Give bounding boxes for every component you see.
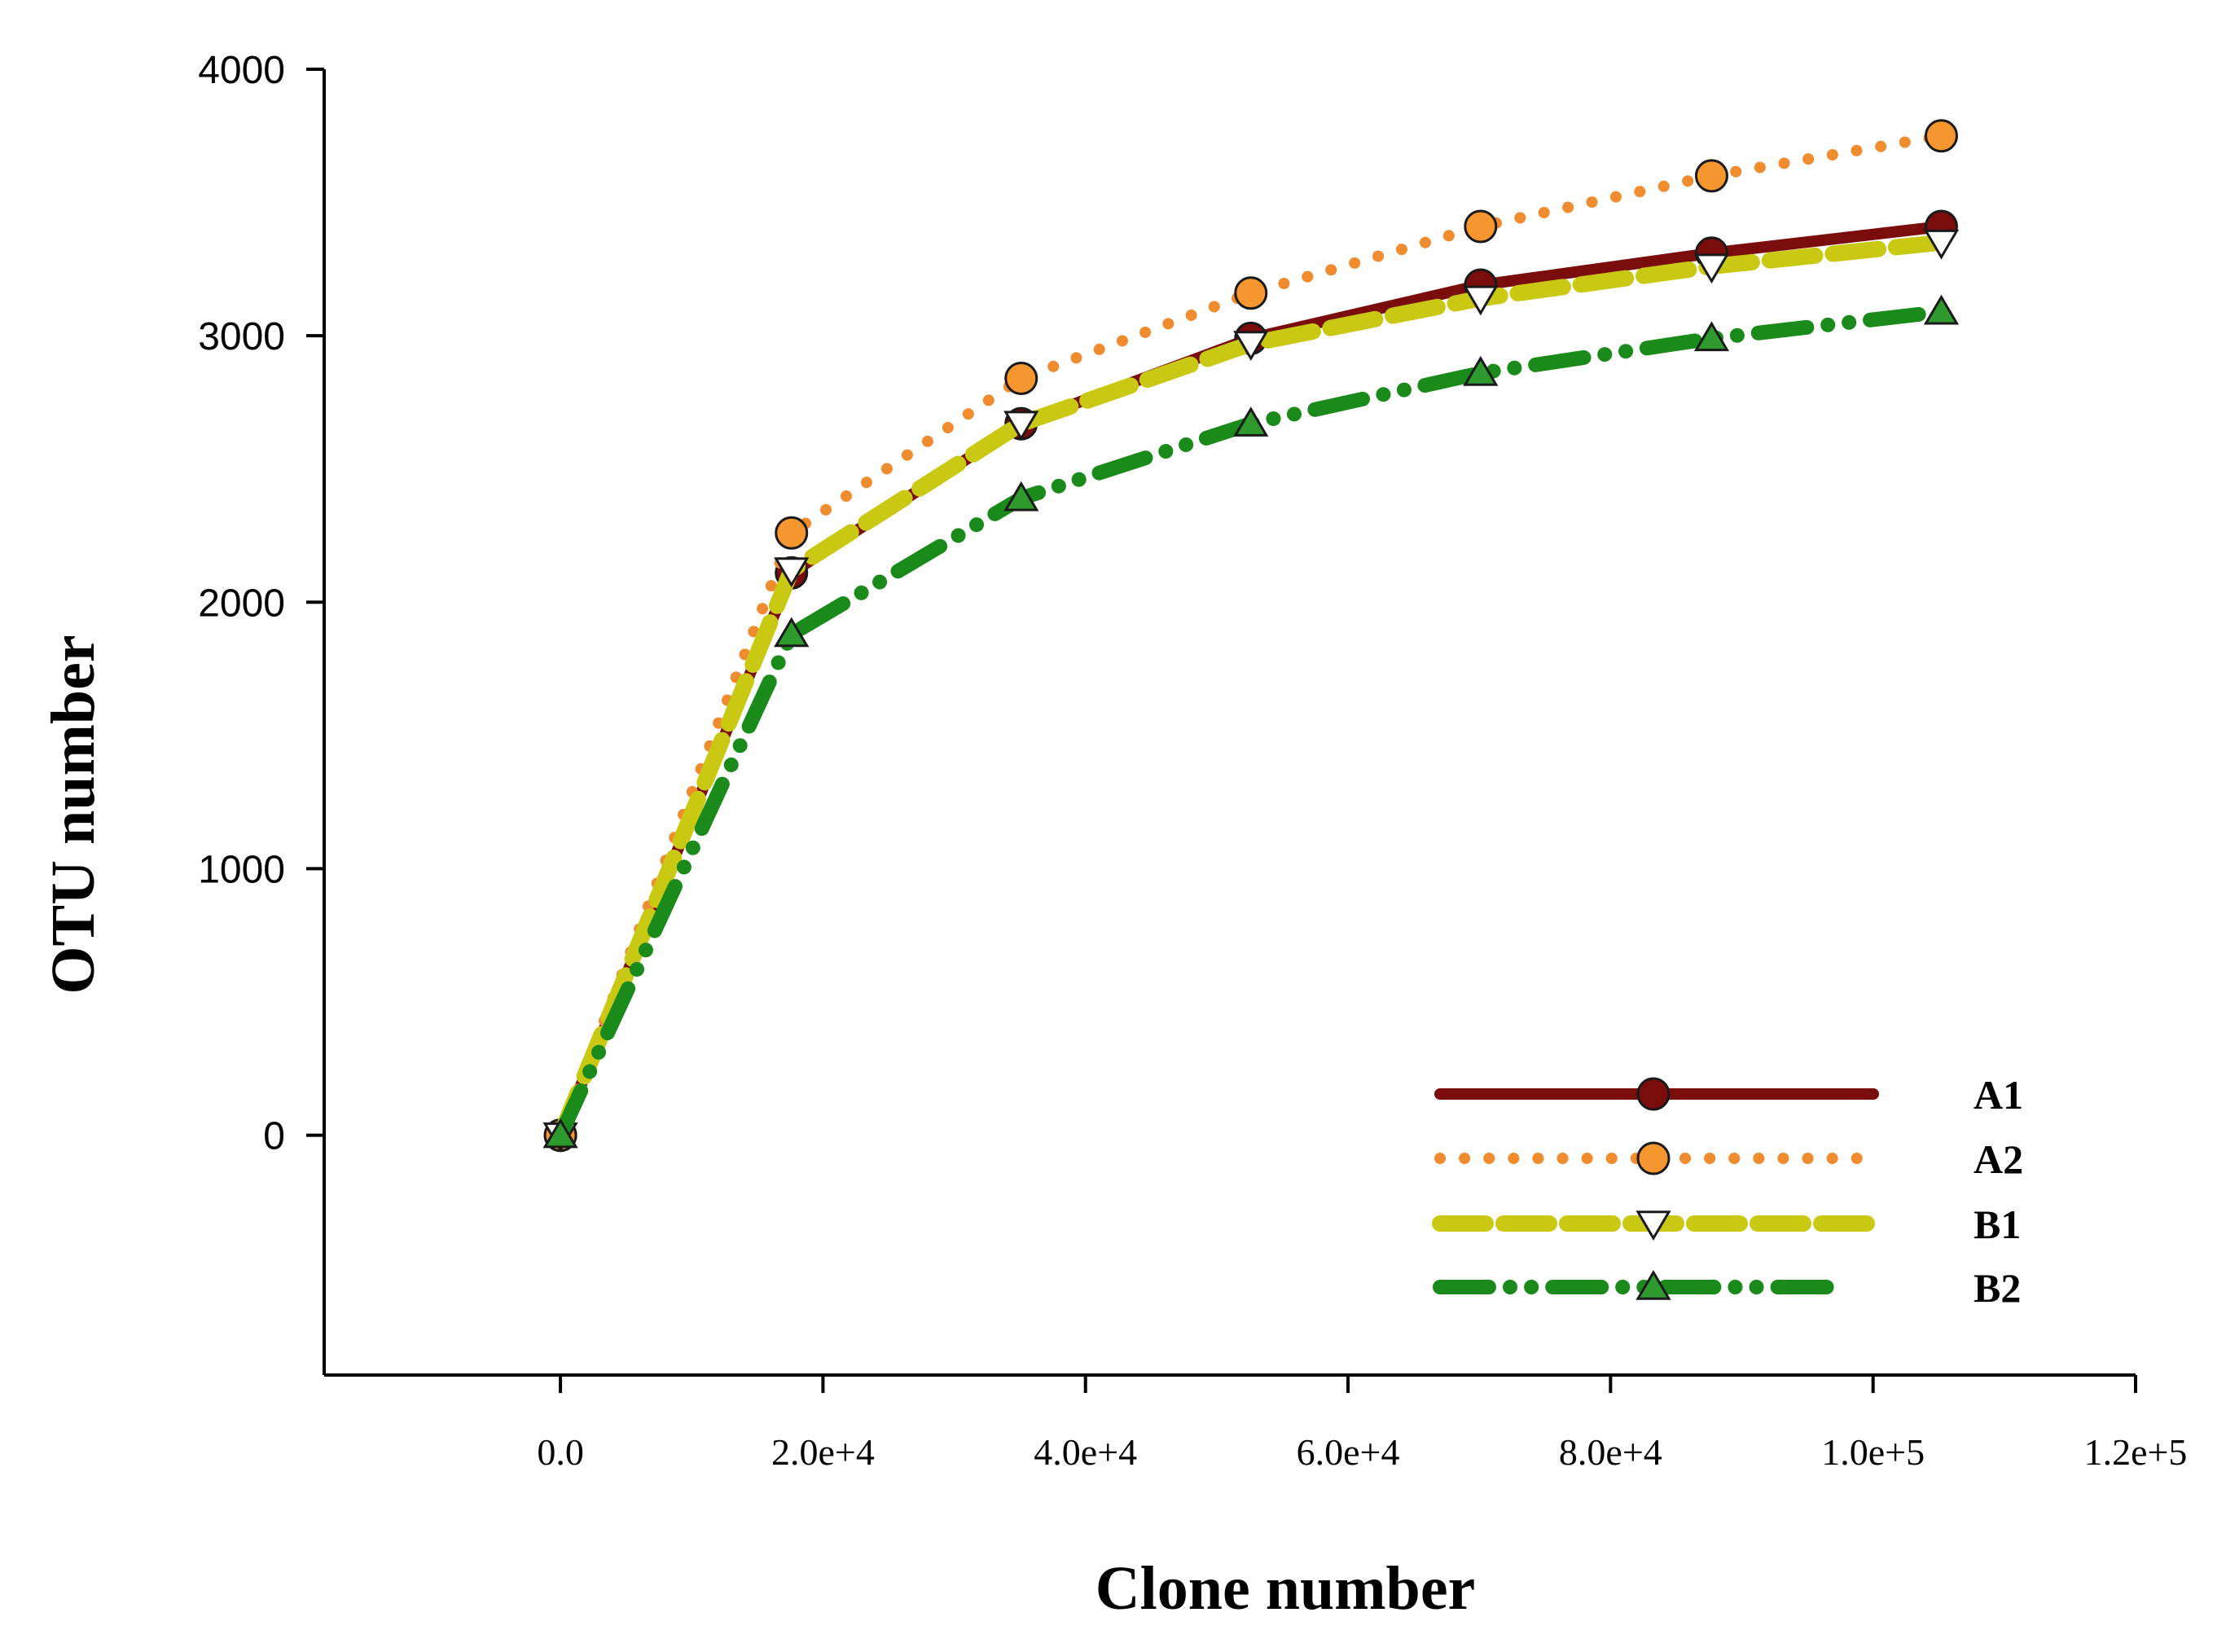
axes: 0 1000 2000 3000 4000 0.0 2.0e+4 4.0e+4 6.0e+4 8.…: [198, 49, 2187, 1473]
legend-item-b1: B1: [1432, 1202, 2021, 1247]
data-point-b1: [1923, 229, 1960, 260]
legend-item-a1: A1: [1434, 1072, 2023, 1118]
series-b2: [542, 294, 1960, 1149]
data-point-a2: [1234, 276, 1268, 310]
data-point-b2: [774, 617, 810, 648]
data-point-b1: [1693, 253, 1730, 284]
y-tick-label: 0: [263, 1115, 285, 1158]
data-point-b1: [1233, 331, 1269, 361]
legend-label-b1: B1: [1974, 1202, 2021, 1247]
legend-item-b2: B2: [1433, 1265, 2021, 1311]
legend-marker-a1: [1636, 1077, 1671, 1111]
x-tick-label: 8.0e+4: [1559, 1431, 1662, 1473]
y-tick-label: 1000: [198, 848, 285, 891]
x-tick-label: 2.0e+4: [771, 1431, 875, 1473]
x-tick-label: 6.0e+4: [1297, 1431, 1400, 1473]
data-point-b2: [1693, 321, 1730, 352]
series-b1: [542, 229, 1960, 1153]
data-point-b2: [1003, 481, 1039, 512]
data-point-b2: [1923, 294, 1960, 325]
data-point-a2: [1694, 159, 1728, 193]
y-tick-label: 2000: [198, 582, 285, 625]
legend: A1 A2 B1 B2: [1432, 1072, 2023, 1311]
data-point-a2: [775, 516, 809, 550]
data-point-b2: [1233, 406, 1269, 437]
legend-marker-b2: [1635, 1269, 1671, 1300]
y-tick-label: 3000: [198, 315, 285, 358]
legend-marker-a2: [1636, 1141, 1671, 1175]
data-point-b1: [1003, 411, 1039, 442]
x-axis-title: Clone number: [1095, 1554, 1476, 1623]
data-point-b2: [1463, 355, 1499, 386]
data-point-a2: [1004, 361, 1038, 395]
legend-label-a1: A1: [1974, 1072, 2023, 1118]
y-tick-label: 4000: [198, 49, 285, 92]
x-tick-label: 4.0e+4: [1034, 1431, 1137, 1473]
data-point-b1: [774, 557, 810, 588]
data-point-b2: [542, 1118, 578, 1149]
y-axis-title: OTU number: [39, 635, 108, 994]
x-tick-label: 0.0: [537, 1431, 584, 1473]
legend-item-a2: A2: [1434, 1136, 2023, 1182]
x-tick-label: 1.0e+5: [1821, 1431, 1925, 1473]
data-point-a2: [1464, 209, 1498, 244]
legend-marker-b1: [1635, 1210, 1671, 1241]
data-point-a2: [1924, 119, 1958, 153]
x-tick-label: 1.2e+5: [2084, 1431, 2188, 1473]
legend-label-a2: A2: [1974, 1136, 2023, 1182]
legend-label-b2: B2: [1974, 1265, 2021, 1311]
series-layer: [542, 119, 1960, 1153]
data-point-b1: [1463, 285, 1499, 316]
